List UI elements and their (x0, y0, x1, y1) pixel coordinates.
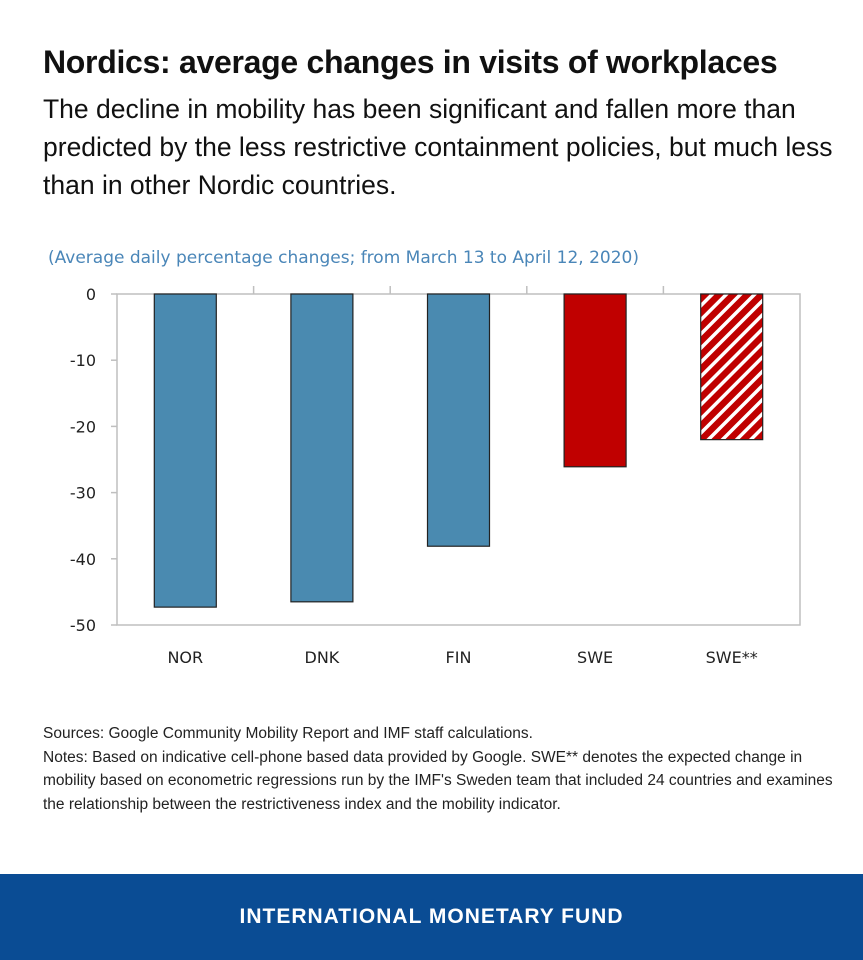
x-tick-label: DNK (305, 648, 340, 667)
y-tick-label: -40 (70, 550, 96, 569)
y-tick-label: -50 (70, 616, 96, 635)
chart-subtitle: (Average daily percentage changes; from … (48, 248, 639, 268)
sources-text: Sources: Google Community Mobility Repor… (43, 725, 533, 742)
x-tick-label: FIN (446, 648, 472, 667)
bar-dnk (290, 293, 354, 603)
bar-nor (153, 293, 217, 608)
bar-swe-star-star (700, 293, 764, 441)
y-tick-label: -10 (70, 351, 96, 370)
bar-chart: 0 -10 -20 -30 -40 -50 NOR DNK FIN SWE SWE** (70, 285, 801, 667)
x-tick-label: SWE (577, 648, 613, 667)
y-tick-label: 0 (86, 285, 96, 304)
y-tick-label: -20 (70, 417, 96, 436)
notes: Sources: Google Community Mobility Repor… (43, 722, 833, 816)
x-tick-label: NOR (167, 648, 203, 667)
y-tick-label: -30 (70, 484, 96, 503)
bar-fin (426, 293, 491, 547)
notes-text: Notes: Based on indicative cell-phone ba… (43, 748, 833, 813)
x-tick-label: SWE** (706, 648, 758, 667)
footer-brand: INTERNATIONAL MONETARY FUND (0, 874, 863, 960)
chart-title: Nordics: average changes in visits of wo… (43, 44, 778, 80)
chart-description: The decline in mobility has been signifi… (43, 94, 833, 200)
bar-swe (563, 293, 627, 468)
